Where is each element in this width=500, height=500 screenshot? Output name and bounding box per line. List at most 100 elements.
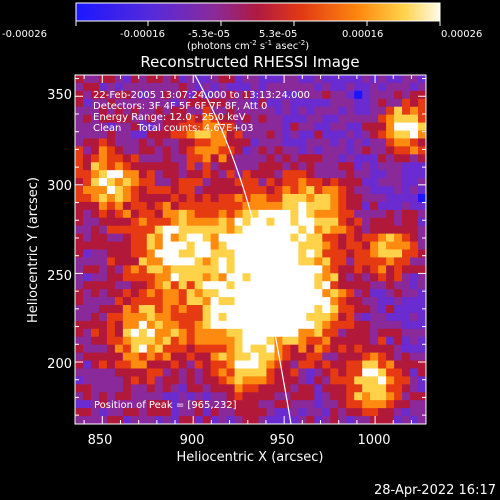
- heatmap-pixel: [298, 122, 307, 132]
- heatmap-pixel: [234, 98, 244, 108]
- heatmap-pixel: [290, 130, 299, 140]
- heatmap-pixel: [170, 98, 180, 108]
- heatmap-pixel: [322, 98, 331, 108]
- heatmap-pixel: [250, 241, 260, 251]
- heatmap-pixel: [354, 82, 363, 92]
- heatmap-pixel: [114, 289, 124, 298]
- heatmap-pixel: [322, 146, 331, 155]
- heatmap-pixel: [250, 106, 260, 116]
- heatmap-pixel: [298, 328, 307, 338]
- heatmap-pixel: [306, 265, 315, 274]
- heatmap-pixel: [138, 408, 148, 417]
- heatmap-pixel: [90, 146, 100, 155]
- heatmap-pixel: [282, 312, 291, 322]
- heatmap-pixel: [282, 146, 291, 155]
- heatmap-pixel: [170, 257, 180, 266]
- heatmap-pixel: [274, 328, 284, 338]
- heatmap-pixel: [330, 376, 339, 385]
- heatmap-pixel: [250, 146, 260, 155]
- heatmap-pixel: [370, 75, 379, 84]
- heatmap-pixel: [258, 328, 268, 338]
- heatmap-pixel: [250, 265, 260, 274]
- heatmap-pixel: [306, 138, 315, 147]
- heatmap-pixel: [218, 217, 228, 227]
- heatmap-pixel: [130, 154, 140, 163]
- heatmap-pixel: [370, 154, 379, 163]
- heatmap-pixel: [394, 312, 403, 322]
- heatmap-pixel: [162, 344, 172, 354]
- heatmap-pixel: [154, 170, 164, 179]
- heatmap-pixel: [282, 138, 291, 147]
- heatmap-pixel: [242, 233, 252, 243]
- heatmap-pixel: [106, 376, 116, 385]
- heatmap-pixel: [130, 376, 140, 385]
- heatmap-pixel: [378, 138, 387, 147]
- heatmap-pixel: [106, 201, 116, 211]
- heatmap-pixel: [394, 75, 403, 84]
- heatmap-pixel: [90, 416, 100, 424]
- heatmap-pixel: [114, 233, 124, 243]
- heatmap-pixel: [338, 186, 347, 195]
- heatmap-pixel: [410, 352, 419, 362]
- heatmap-pixel: [98, 336, 108, 346]
- heatmap-pixel: [394, 130, 403, 140]
- heatmap-pixel: [330, 400, 339, 409]
- heatmap-pixel: [122, 90, 132, 100]
- heatmap-pixel: [298, 75, 307, 84]
- heatmap-pixel: [114, 281, 124, 290]
- heatmap-pixel: [186, 336, 196, 346]
- heatmap-pixel: [90, 122, 100, 132]
- heatmap-pixel: [410, 106, 419, 116]
- heatmap-pixel: [226, 344, 236, 354]
- heatmap-pixel: [410, 162, 419, 171]
- heatmap-pixel: [290, 376, 299, 385]
- heatmap-pixel: [266, 376, 276, 385]
- heatmap-pixel: [258, 209, 268, 219]
- heatmap-pixel: [210, 146, 220, 155]
- heatmap-pixel: [106, 249, 116, 259]
- heatmap-pixel: [338, 392, 347, 401]
- heatmap-pixel: [75, 328, 84, 338]
- heatmap-pixel: [386, 400, 395, 409]
- heatmap-pixel: [346, 249, 355, 259]
- heatmap-pixel: [210, 257, 220, 266]
- heatmap-pixel: [410, 320, 419, 330]
- heatmap-pixel: [154, 408, 164, 417]
- heatmap-pixel: [226, 328, 236, 338]
- heatmap-pixel: [370, 305, 379, 314]
- heatmap-pixel: [394, 82, 403, 92]
- heatmap-pixel: [162, 249, 172, 259]
- heatmap-pixel: [298, 249, 307, 259]
- heatmap-pixel: [82, 90, 92, 100]
- heatmap-pixel: [330, 90, 339, 100]
- heatmap-pixel: [218, 336, 228, 346]
- heatmap-pixel: [130, 186, 140, 195]
- heatmap-pixel: [354, 90, 363, 100]
- heatmap-pixel: [114, 186, 124, 195]
- heatmap-pixel: [386, 241, 395, 251]
- heatmap-pixel: [90, 297, 100, 306]
- heatmap-pixel: [378, 305, 387, 314]
- heatmap-pixel: [106, 193, 116, 203]
- heatmap-pixel: [306, 186, 315, 195]
- heatmap-pixel: [386, 297, 395, 306]
- unit-exponent: -1: [265, 39, 272, 47]
- heatmap-pixel: [290, 273, 299, 282]
- heatmap-pixel: [186, 305, 196, 314]
- heatmap-pixel: [354, 312, 363, 322]
- heatmap-pixel: [410, 360, 419, 370]
- heatmap-pixel: [226, 297, 236, 306]
- heatmap-pixel: [106, 400, 116, 409]
- heatmap-pixel: [362, 98, 371, 108]
- heatmap-pixel: [138, 328, 148, 338]
- heatmap-pixel: [266, 265, 276, 274]
- heatmap-pixel: [210, 320, 220, 330]
- heatmap-pixel: [130, 193, 140, 203]
- heatmap-pixel: [306, 178, 315, 187]
- heatmap-pixel: [98, 320, 108, 330]
- heatmap-pixel: [202, 320, 212, 330]
- heatmap-pixel: [218, 352, 228, 362]
- heatmap-pixel: [354, 193, 363, 203]
- heatmap-pixel: [234, 241, 244, 251]
- heatmap-pixel: [330, 233, 339, 243]
